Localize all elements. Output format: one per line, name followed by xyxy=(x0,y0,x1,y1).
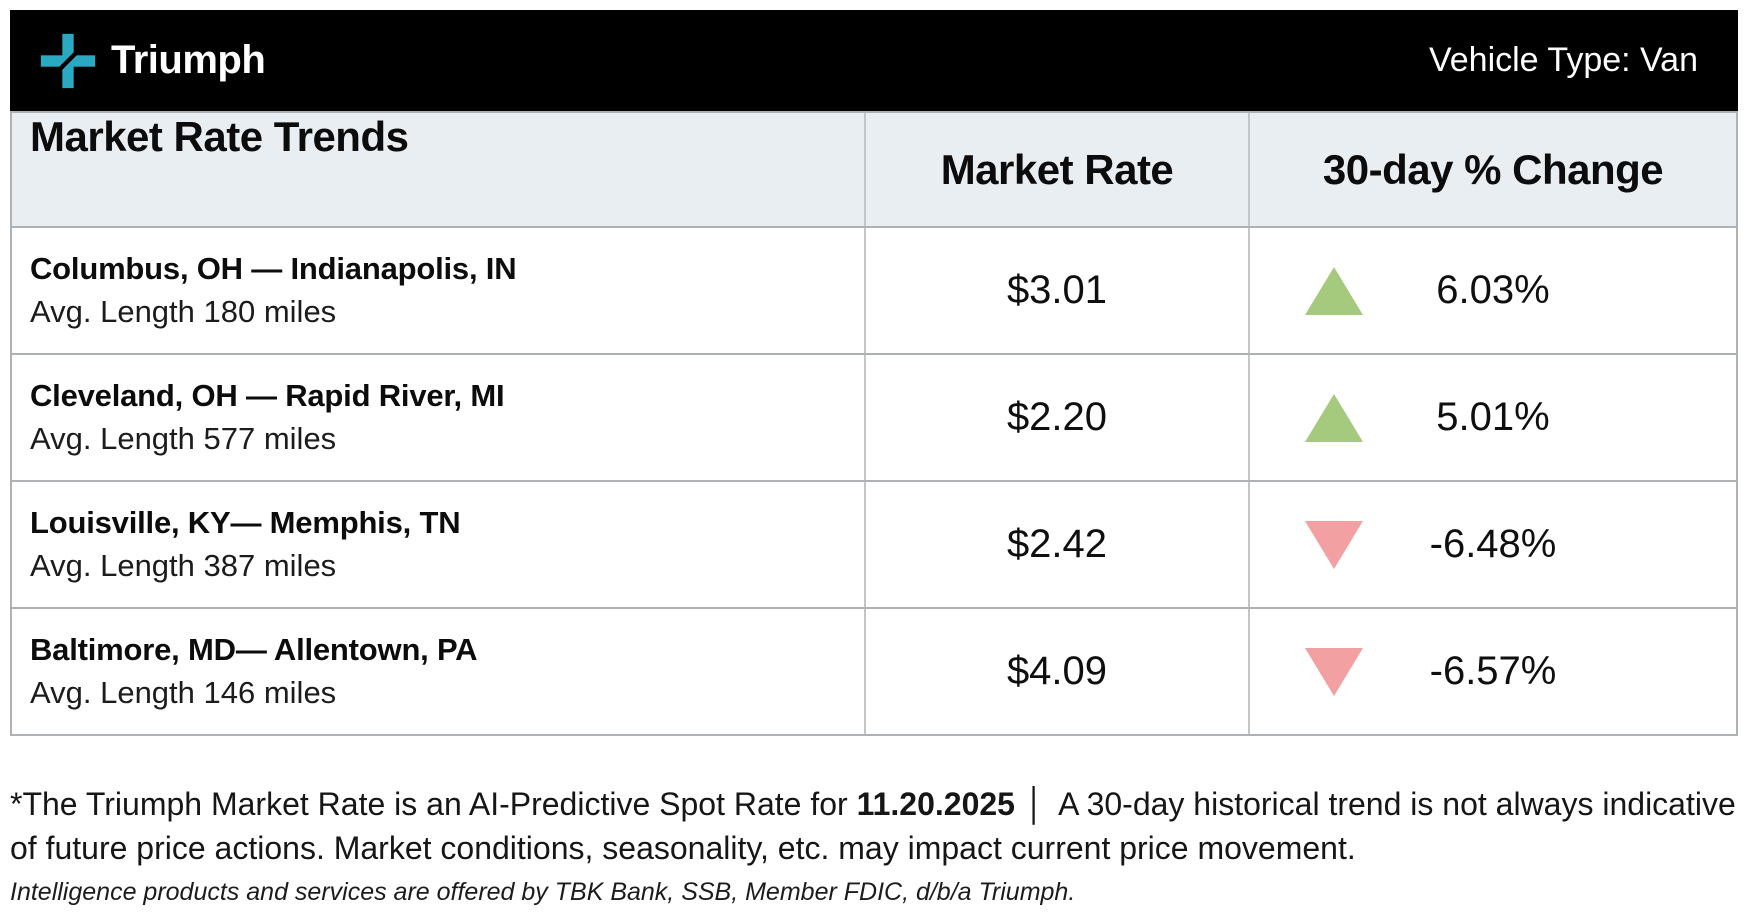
lane-cell: Louisville, KY— Memphis, TN Avg. Length … xyxy=(12,482,866,607)
avg-length: Avg. Length 180 miles xyxy=(30,294,337,329)
header-market-rate-trends: Market Rate Trends xyxy=(12,113,866,226)
brand: Triumph xyxy=(40,33,266,89)
market-rate-value: $4.09 xyxy=(1006,649,1108,693)
top-bar: Triumph Vehicle Type: Van xyxy=(10,10,1738,111)
header-market-rate: Market Rate xyxy=(866,113,1250,226)
change-cell: 6.03% xyxy=(1250,228,1736,353)
lane-name: Columbus, OH — Indianapolis, IN xyxy=(30,250,517,286)
footnote-line2: indicative of future price actions. Mark… xyxy=(10,786,1736,866)
footnote-suffix: A 30-day historical trend is not always xyxy=(1050,786,1594,822)
avg-length: Avg. Length 146 miles xyxy=(30,675,337,710)
change-value: -6.48% xyxy=(1429,522,1557,566)
lane-name: Baltimore, MD— Allentown, PA xyxy=(30,631,478,667)
triangle-up-icon xyxy=(1305,266,1363,315)
header-30-day-change: 30-day % Change xyxy=(1322,145,1664,193)
table-row: Cleveland, OH — Rapid River, MI Avg. Len… xyxy=(12,353,1736,480)
lane-cell: Cleveland, OH — Rapid River, MI Avg. Len… xyxy=(12,355,866,480)
market-rate-value: $2.20 xyxy=(1006,395,1108,439)
table-header-row: Market Rate Trends Market Rate 30-day % … xyxy=(12,113,1736,226)
market-rate-table: Market Rate Trends Market Rate 30-day % … xyxy=(10,111,1738,736)
lane-cell: Baltimore, MD— Allentown, PA Avg. Length… xyxy=(12,609,866,734)
market-rate-value: $3.01 xyxy=(1006,268,1108,312)
table-row: Columbus, OH — Indianapolis, IN Avg. Len… xyxy=(12,226,1736,353)
footnote-date: 11.20.2025 xyxy=(856,786,1015,822)
triumph-cross-icon xyxy=(40,33,96,88)
triangle-down-icon xyxy=(1305,520,1363,569)
change-cell: -6.57% xyxy=(1250,609,1736,734)
vehicle-type-label: Vehicle Type: Van xyxy=(1428,41,1698,79)
rate-cell: $2.42 xyxy=(866,482,1250,607)
triangle-up-icon xyxy=(1305,393,1363,442)
lane-name: Louisville, KY— Memphis, TN xyxy=(30,504,461,540)
avg-length: Avg. Length 577 miles xyxy=(30,421,337,456)
lane-name: Cleveland, OH — Rapid River, MI xyxy=(30,377,505,413)
rate-cell: $3.01 xyxy=(866,228,1250,353)
rate-cell: $2.20 xyxy=(866,355,1250,480)
footnote: *The Triumph Market Rate is an AI-Predic… xyxy=(10,782,1738,907)
vertical-bar-separator: │ xyxy=(1024,786,1045,822)
change-value: -6.57% xyxy=(1429,649,1557,693)
change-cell: -6.48% xyxy=(1250,482,1736,607)
change-value: 6.03% xyxy=(1436,268,1550,312)
legal-disclaimer: Intelligence products and services are o… xyxy=(10,878,1076,906)
avg-length: Avg. Length 387 miles xyxy=(30,548,337,583)
lane-cell: Columbus, OH — Indianapolis, IN Avg. Len… xyxy=(12,228,866,353)
footnote-prefix: *The Triumph Market Rate is an AI-Predic… xyxy=(10,786,857,822)
market-rate-value: $2.42 xyxy=(1006,522,1108,566)
change-cell: 5.01% xyxy=(1250,355,1736,480)
rate-cell: $4.09 xyxy=(866,609,1250,734)
table-row: Louisville, KY— Memphis, TN Avg. Length … xyxy=(12,480,1736,607)
triangle-down-icon xyxy=(1305,647,1363,696)
brand-wordmark: Triumph xyxy=(111,38,266,82)
change-value: 5.01% xyxy=(1436,395,1550,439)
footnote-disclaimer: *The Triumph Market Rate is an AI-Predic… xyxy=(10,782,1738,870)
table-row: Baltimore, MD— Allentown, PA Avg. Length… xyxy=(12,607,1736,734)
